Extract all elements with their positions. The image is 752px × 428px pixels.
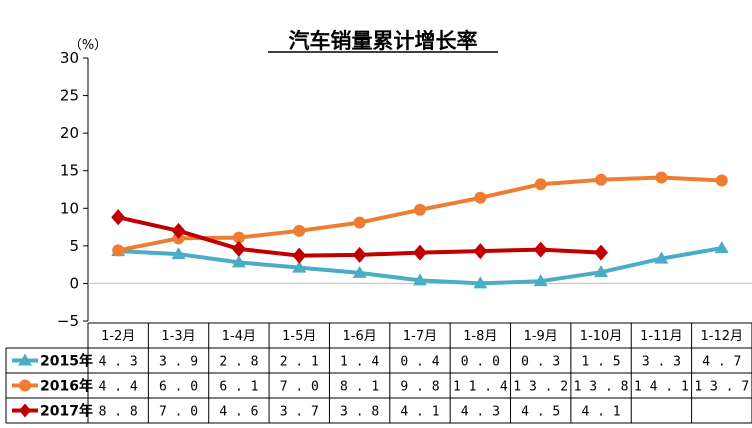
category-label: 1-6月 (343, 329, 377, 344)
category-label: 1-9月 (524, 329, 558, 344)
data-label: 4 . 5 (521, 405, 560, 420)
data-label: 1 . 4 (340, 355, 379, 370)
point-marker (353, 216, 366, 229)
category-label: 1-12月 (701, 329, 744, 344)
point-marker (594, 265, 609, 278)
category-label: 1-5月 (282, 329, 316, 344)
point-marker (655, 171, 668, 184)
data-label: 1 4 . 1 (634, 380, 689, 395)
data-label: 6 . 1 (219, 380, 258, 395)
data-label: 2 . 1 (280, 355, 319, 370)
category-label: 1-10月 (580, 329, 623, 344)
point-marker (715, 174, 728, 187)
data-label: 0 . 3 (521, 355, 560, 370)
y-tick-label: 20 (60, 124, 79, 142)
legend-label: 2015年 (40, 353, 93, 370)
y-tick-label: 30 (60, 49, 79, 67)
legend-marker (19, 403, 31, 418)
data-label: 4 . 3 (99, 355, 138, 370)
y-tick-label: 10 (60, 199, 79, 217)
point-marker (474, 191, 487, 204)
data-label: 3 . 9 (159, 355, 198, 370)
data-label: 8 . 8 (99, 405, 138, 420)
data-label: 3 . 3 (642, 355, 681, 370)
point-marker (292, 260, 307, 273)
data-label: 3 . 7 (280, 405, 319, 420)
point-marker (112, 244, 125, 257)
category-label: 1-3月 (161, 329, 195, 344)
category-label: 1-4月 (222, 329, 256, 344)
data-label: 4 . 6 (219, 405, 258, 420)
category-label: 1-2月 (101, 329, 135, 344)
point-marker (292, 247, 307, 264)
chart-title: 汽车销量累计增长率 (289, 29, 478, 53)
legend-label: 2016年 (40, 378, 93, 395)
category-label: 1-8月 (463, 329, 497, 344)
point-marker (232, 231, 245, 244)
legend-marker (18, 353, 32, 366)
data-label: 4 . 1 (400, 405, 439, 420)
point-marker (231, 240, 246, 257)
point-marker (534, 178, 547, 191)
point-marker (293, 224, 306, 237)
y-unit-label: （%） (69, 38, 107, 53)
y-tick-label: 0 (69, 274, 79, 292)
data-label: 1 3 . 2 (513, 380, 568, 395)
data-label: 8 . 1 (340, 380, 379, 395)
data-label: 4 . 4 (99, 380, 138, 395)
point-marker (171, 247, 186, 260)
axes: −5 0 5 10 15 20 25 30 (57, 49, 752, 330)
point-marker (594, 244, 609, 261)
legend-label: 2017年 (40, 403, 93, 420)
point-marker (412, 244, 427, 261)
data-label: 0 . 0 (461, 355, 500, 370)
legend-marker (19, 379, 31, 392)
point-marker (412, 273, 427, 286)
point-marker (473, 243, 488, 260)
category-label: 1-11月 (640, 329, 683, 344)
data-label: 1 3 . 7 (694, 380, 749, 395)
data-label: 1 1 . 4 (453, 380, 508, 395)
data-label: 9 . 8 (400, 380, 439, 395)
point-marker (171, 222, 186, 239)
point-marker (413, 203, 426, 216)
data-label: 4 . 3 (461, 405, 500, 420)
y-tick-label: 15 (60, 162, 79, 180)
data-label: 0 . 4 (400, 355, 439, 370)
point-marker (352, 265, 367, 278)
point-marker (473, 276, 488, 289)
data-label: 1 . 5 (581, 355, 620, 370)
data-table: 1-2月 1-3月 1-4月 1-5月 1-6月 1-7月 1-8月 1-9月 1-10月 1-1… (5, 322, 752, 424)
point-marker (111, 209, 126, 226)
series-markers (111, 171, 729, 289)
data-label: 6 . 0 (159, 380, 198, 395)
y-tick-label: 25 (60, 87, 79, 105)
point-marker (352, 246, 367, 263)
data-label: 7 . 0 (159, 405, 198, 420)
data-label: 4 . 1 (581, 405, 620, 420)
point-marker (714, 241, 729, 254)
data-label: 1 3 . 8 (574, 380, 629, 395)
series-lines (117, 175, 723, 286)
point-marker (533, 241, 548, 258)
category-label: 1-7月 (403, 329, 437, 344)
point-marker (654, 251, 669, 264)
point-marker (533, 274, 548, 287)
data-label: 2 . 8 (219, 355, 258, 370)
y-tick-label: −5 (57, 312, 79, 330)
data-label: 4 . 7 (702, 355, 741, 370)
y-tick-label: 5 (69, 237, 79, 255)
point-marker (595, 173, 608, 186)
data-label: 3 . 8 (340, 405, 379, 420)
point-marker (231, 255, 246, 268)
data-label: 7 . 0 (280, 380, 319, 395)
